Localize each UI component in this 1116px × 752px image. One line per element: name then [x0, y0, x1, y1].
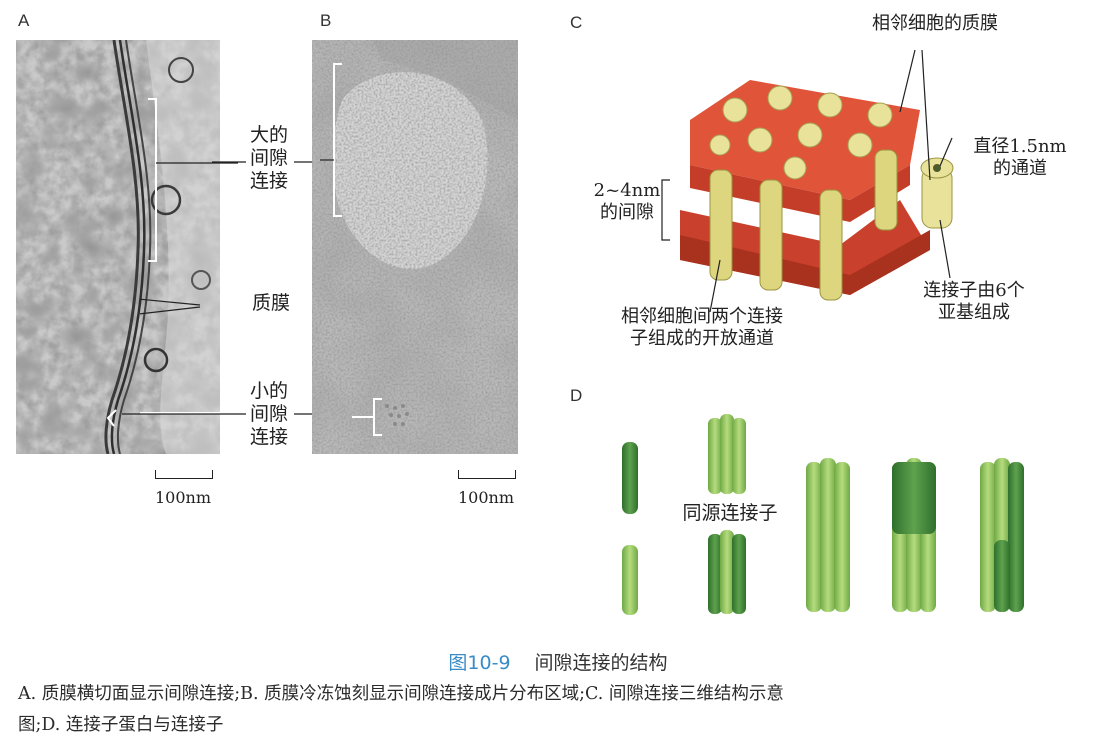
plasma-membrane-label: 质膜 [251, 292, 290, 314]
panel-a-scale-label: 100nm [154, 488, 211, 507]
freeze-fracture-image [312, 40, 518, 454]
panel-b-scale-bar [458, 470, 516, 479]
connexon-heteromeric [708, 530, 746, 614]
panel-a-callout-lines [140, 98, 238, 414]
connexon-subunits-label: 连接子由6个 亚基组成 [923, 280, 1025, 323]
homomeric-connexon-label: 同源连接子 [682, 502, 778, 524]
large-gap-junction-label: 大的 间隙 连接 [249, 124, 288, 192]
figure-caption-body: A. 质膜横切面显示间隙连接;B. 质膜冷冻蚀刻显示间隙连接成片分布区域;C. … [18, 679, 1108, 741]
connexin-dark [622, 442, 638, 514]
panel-c-letter: C [570, 13, 583, 32]
channel-homotypic [806, 458, 850, 612]
channel-heterotypic [892, 458, 936, 612]
connexin-connexon-illustration [622, 414, 1024, 615]
large-gap-junction-leader [212, 161, 322, 163]
small-gap-junction-leader [122, 413, 314, 415]
intercellular-gap-label: 2~4nm 的间隙 [593, 180, 661, 223]
membrane-cross-section-image [16, 40, 220, 454]
connexin-light [622, 545, 638, 615]
panel-b-micrograph [312, 40, 518, 454]
figure-caption-title: 图10-9 间隙连接的结构 [0, 648, 1116, 675]
panel-a-letter: A [18, 11, 30, 30]
panel-b-letter: B [320, 11, 332, 30]
channel-heteromeric [980, 458, 1024, 612]
small-gap-junction-label: 小的 间隙 连接 [249, 380, 288, 448]
caption-line-2: 图;D. 连接子蛋白与连接子 [18, 715, 224, 735]
connexon-homomeric [708, 414, 746, 494]
panel-b-brackets [320, 63, 342, 217]
panel-b-scale-label: 100nm [457, 488, 514, 507]
caption-line-1: A. 质膜横切面显示间隙连接;B. 质膜冷冻蚀刻显示间隙连接成片分布区域;C. … [18, 684, 784, 704]
adjacent-membranes-label: 相邻细胞的质膜 [872, 13, 998, 34]
figure-title: 间隙连接的结构 [534, 652, 668, 674]
panel-a-micrograph [16, 40, 220, 454]
figure-number: 图10-9 [448, 652, 511, 674]
panel-b-small-bracket [352, 398, 382, 436]
panel-a-scale-bar [155, 470, 213, 479]
gap-junction-3d-illustration [661, 50, 954, 313]
channel-diameter-label: 直径1.5nm 的通道 [973, 136, 1067, 179]
open-channel-label: 相邻细胞间两个连接 子组成的开放通道 [621, 306, 783, 349]
panel-d-letter: D [570, 386, 583, 405]
